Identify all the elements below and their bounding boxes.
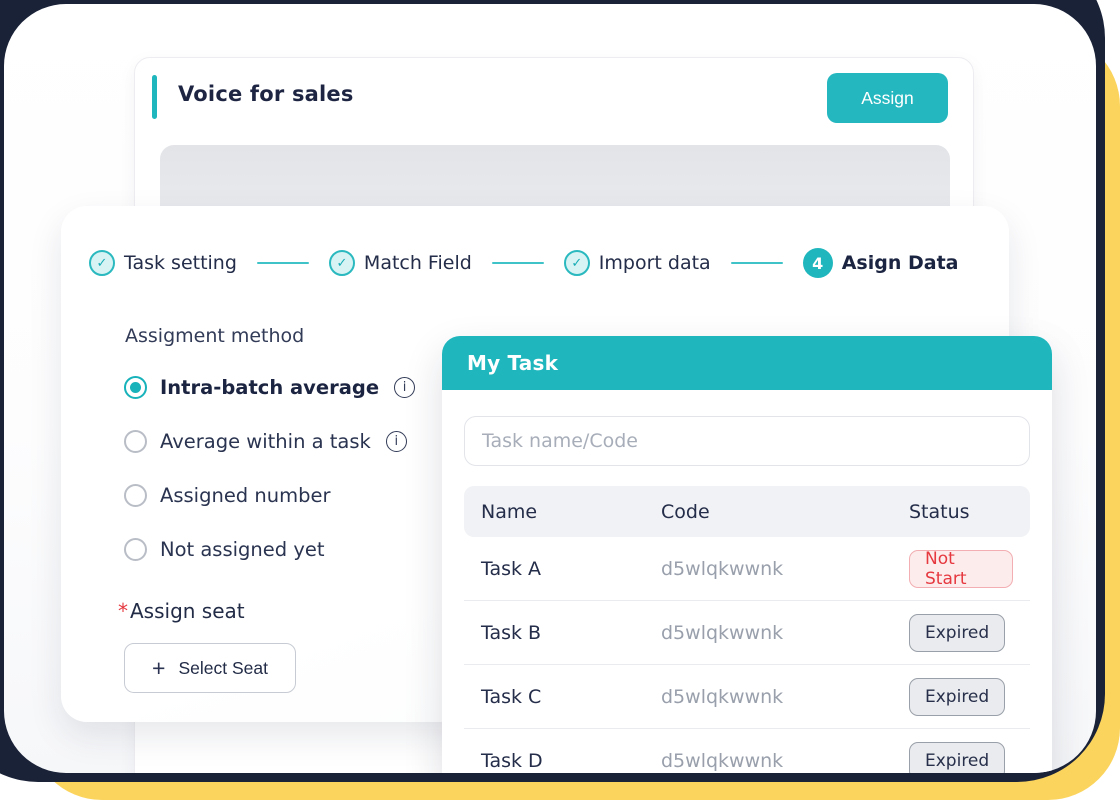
radio-label: Intra-batch average <box>160 375 380 399</box>
app-screen: Voice for sales Assign ✓ Task setting ✓ … <box>4 4 1096 773</box>
select-seat-button[interactable]: + Select Seat <box>124 643 296 693</box>
status-badge: Expired <box>909 613 1006 652</box>
table-row[interactable]: Task B d5wlqkwwnk Expired <box>464 601 1030 665</box>
radio-icon[interactable] <box>124 483 147 507</box>
task-search-input[interactable] <box>464 416 1030 466</box>
my-task-header: My Task <box>442 336 1052 390</box>
info-icon[interactable]: i <box>385 430 407 452</box>
step-check-icon: ✓ <box>89 250 115 276</box>
step-asign-data[interactable]: 4 Asign Data <box>802 248 959 278</box>
column-header-status: Status <box>909 500 970 523</box>
wizard-stepper: ✓ Task setting ✓ Match Field ✓ Import da… <box>61 206 1009 278</box>
radio-option-assigned-number[interactable]: Assigned number <box>124 481 1009 509</box>
step-connector <box>256 262 309 264</box>
task-code: d5wlqkwwnk <box>661 750 784 772</box>
table-header-row: Name Code Status <box>464 486 1030 537</box>
task-code: d5wlqkwwnk <box>661 685 784 708</box>
step-connector <box>730 262 783 264</box>
task-name: Task B <box>481 621 542 644</box>
status-badge: Expired <box>909 677 1006 716</box>
step-label: Import data <box>598 252 711 274</box>
assign-seat-label: * Assign seat <box>118 599 1009 623</box>
assign-button[interactable]: Assign <box>827 73 948 123</box>
radio-icon[interactable] <box>124 537 147 561</box>
radio-label: Average within a task <box>160 429 371 453</box>
step-connector <box>491 262 544 264</box>
info-icon[interactable]: i <box>394 376 416 398</box>
step-label: Task setting <box>124 252 237 274</box>
task-name: Task D <box>481 750 543 772</box>
task-code: d5wlqkwwnk <box>661 621 784 644</box>
task-name: Task C <box>481 685 542 708</box>
task-name: Task A <box>481 557 542 580</box>
radio-option-not-assigned[interactable]: Not assigned yet <box>124 535 1009 563</box>
column-header-name: Name <box>481 500 538 523</box>
assignment-method-label: Assigment method <box>125 325 305 347</box>
my-task-body: Name Code Status Task A d5wlqkwwnk Not S… <box>442 390 1052 773</box>
page-title: Voice for sales <box>178 82 354 106</box>
step-check-icon: ✓ <box>328 250 355 276</box>
step-task-setting[interactable]: ✓ Task setting <box>89 250 237 276</box>
status-badge: Not Start <box>909 549 1013 589</box>
required-asterisk: * <box>118 599 128 623</box>
radio-option-intra-batch[interactable]: Intra-batch average i <box>124 373 1009 401</box>
step-import-data[interactable]: ✓ Import data <box>563 250 711 276</box>
task-code: d5wlqkwwnk <box>661 557 784 580</box>
step-number-badge: 4 <box>802 248 833 278</box>
plus-icon: + <box>152 654 166 681</box>
table-row[interactable]: Task A d5wlqkwwnk Not Start <box>464 537 1030 601</box>
radio-option-average-task[interactable]: Average within a task i <box>124 427 1009 455</box>
radio-selected-icon[interactable] <box>124 375 147 399</box>
select-seat-label: Select Seat <box>178 657 268 678</box>
title-accent-bar <box>152 75 157 119</box>
table-row[interactable]: Task C d5wlqkwwnk Expired <box>464 665 1030 729</box>
step-check-icon: ✓ <box>563 250 590 276</box>
step-label: Match Field <box>363 252 472 274</box>
step-label: Asign Data <box>841 252 959 274</box>
radio-label: Not assigned yet <box>160 537 325 561</box>
assign-seat-text: Assign seat <box>130 599 245 623</box>
step-match-field[interactable]: ✓ Match Field <box>328 250 472 276</box>
radio-icon[interactable] <box>124 429 147 453</box>
my-task-panel: My Task Name Code Status Task A d5wlqkww… <box>442 336 1052 773</box>
table-row[interactable]: Task D d5wlqkwwnk Expired <box>464 729 1030 773</box>
my-task-title: My Task <box>467 351 559 375</box>
status-badge: Expired <box>909 742 1006 773</box>
column-header-code: Code <box>661 500 710 523</box>
voice-card-header: Voice for sales Assign <box>135 58 973 138</box>
radio-label: Assigned number <box>160 483 331 507</box>
